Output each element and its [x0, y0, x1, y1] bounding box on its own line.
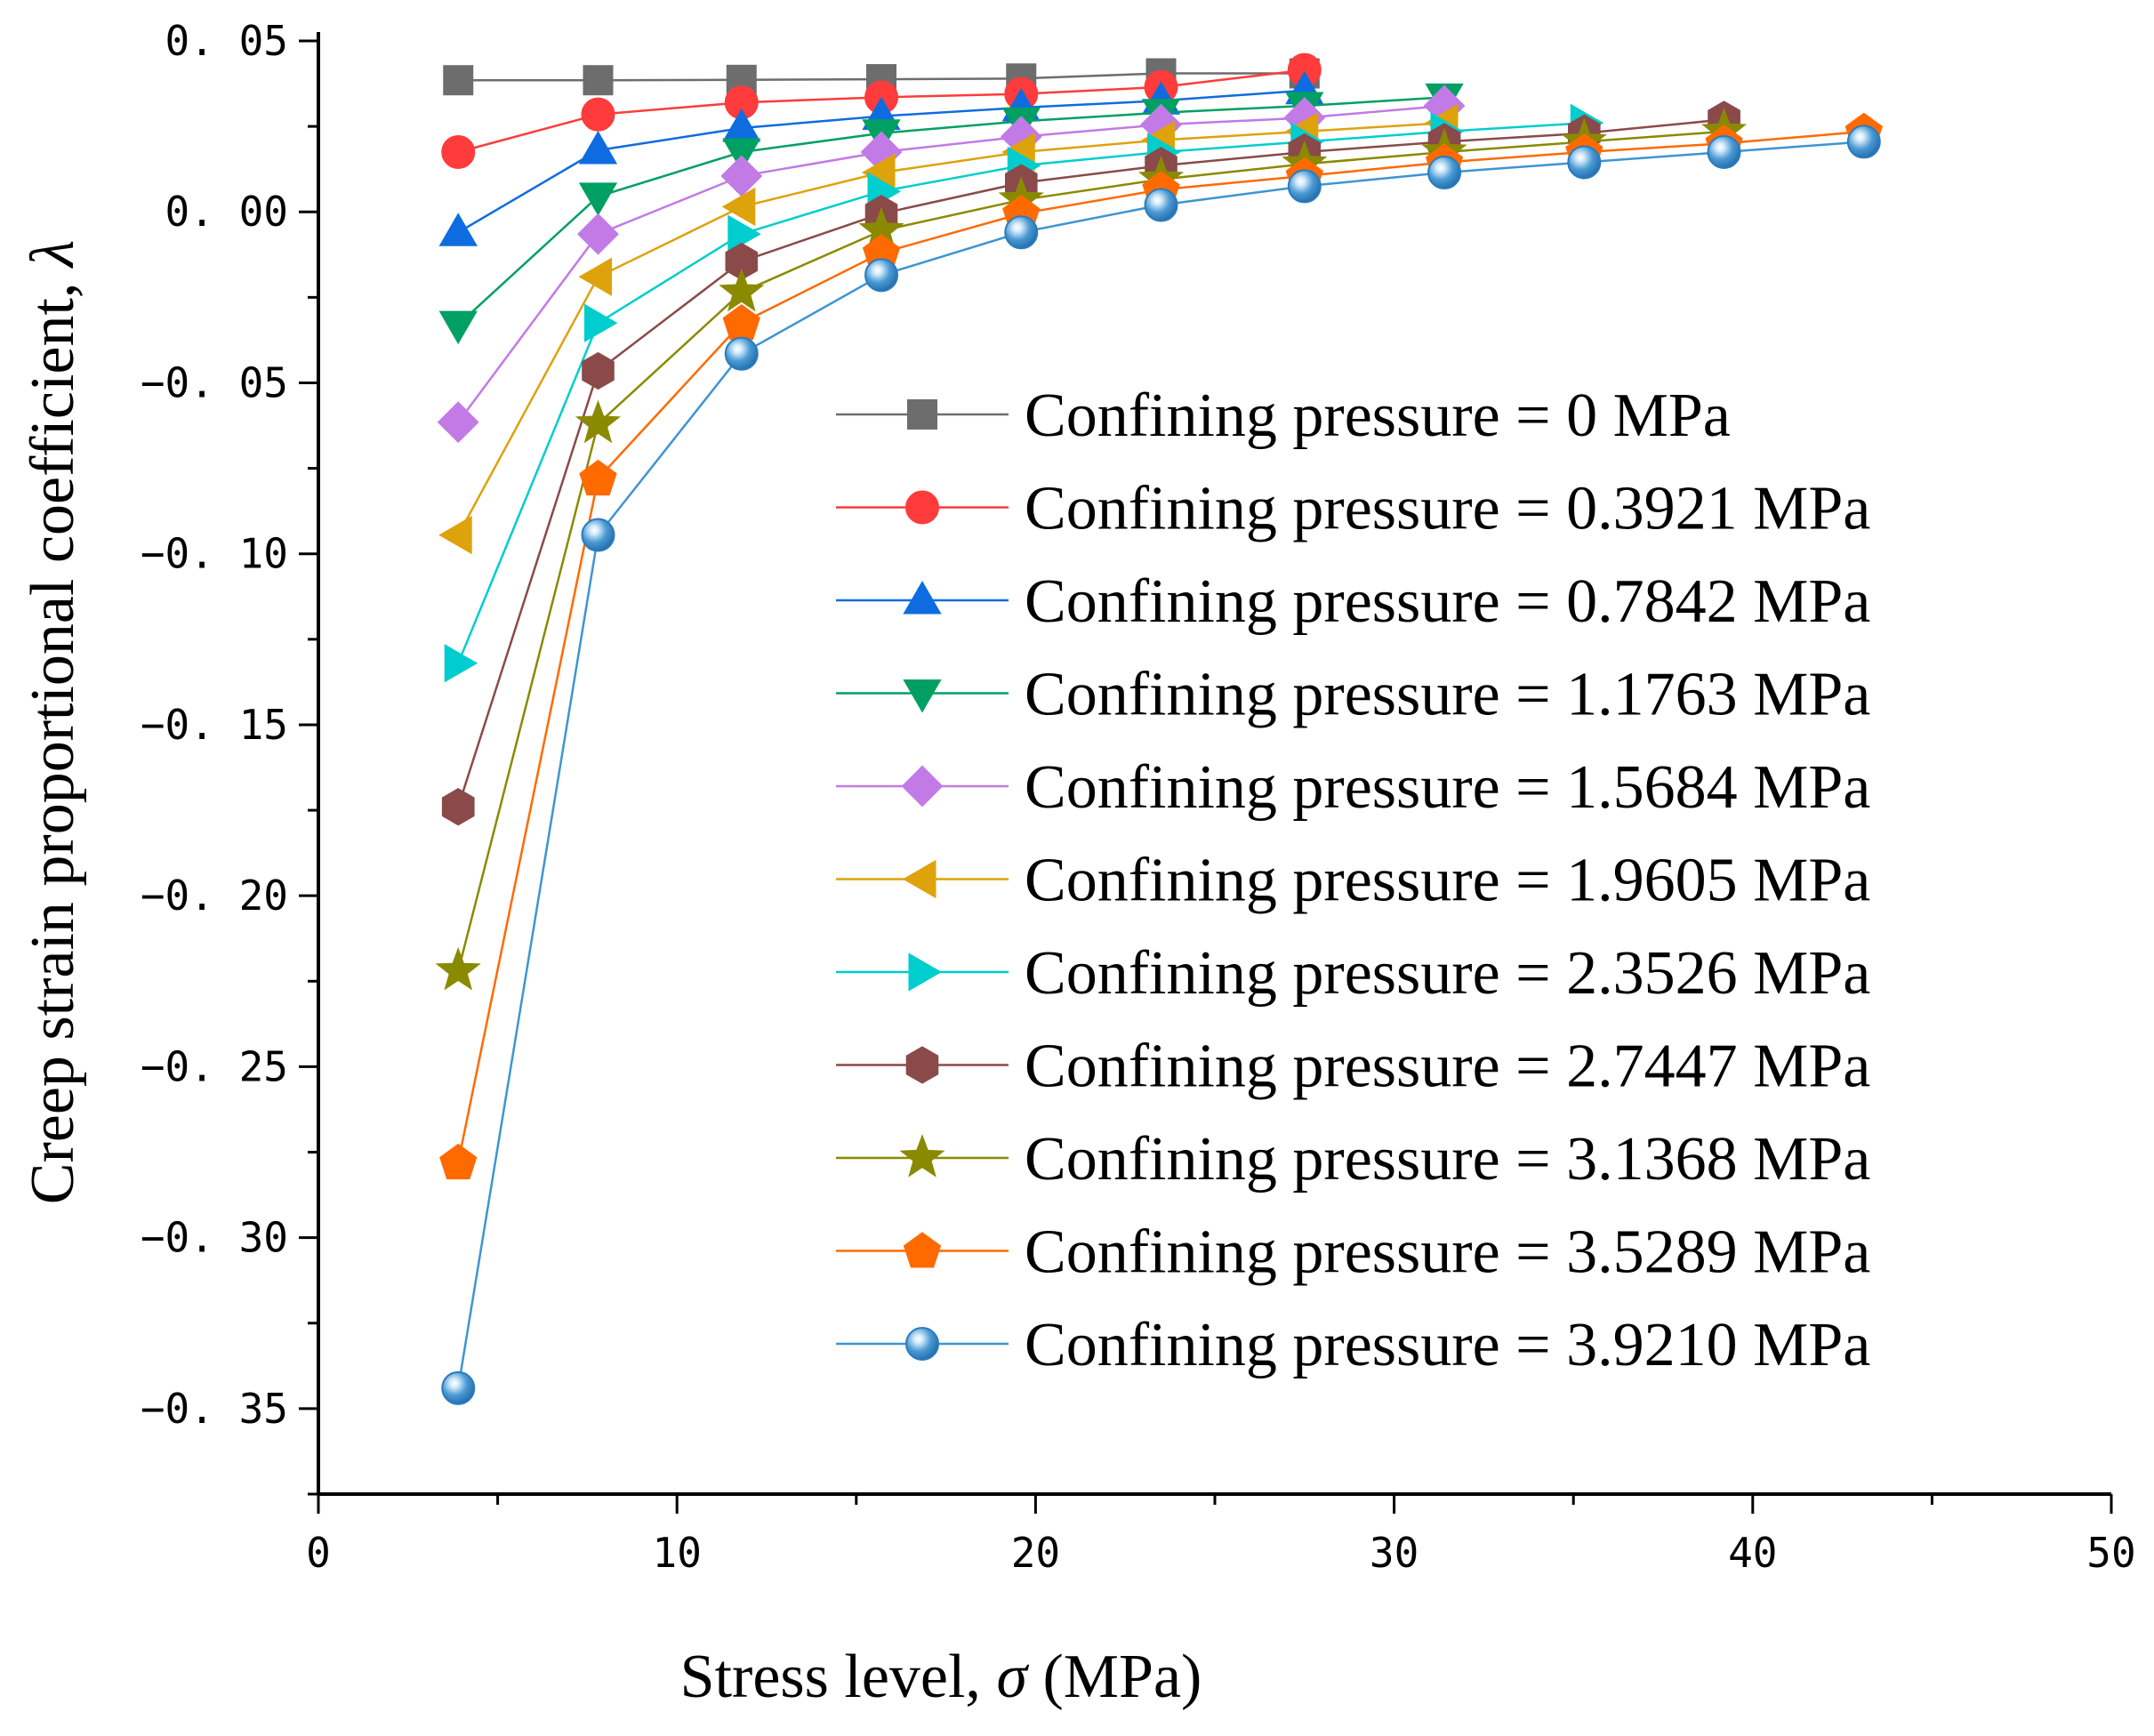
- data-point: [1427, 156, 1462, 190]
- data-point: [579, 459, 617, 496]
- legend-label: Confining pressure = 0.7842 MPa: [1025, 567, 1870, 636]
- legend-entry: Confining pressure = 3.9210 MPa: [836, 1311, 1870, 1379]
- legend-label: Confining pressure = 1.9605 MPa: [1025, 847, 1870, 915]
- data-point: [441, 1370, 476, 1405]
- legend-entry: Confining pressure = 0.3921 MPa: [836, 475, 1870, 543]
- y-tick-label: −0. 05: [141, 358, 288, 406]
- data-point: [437, 401, 479, 444]
- legend-entry: Confining pressure = 3.5289 MPa: [836, 1218, 1870, 1287]
- y-axis-title: Creep strain proportional coefficient, λ: [19, 240, 87, 1205]
- data-point: [581, 97, 615, 132]
- legend-label: Confining pressure = 0.3921 MPa: [1025, 475, 1870, 543]
- data-point: [1144, 188, 1178, 222]
- series-line: [457, 118, 1724, 808]
- series-line: [456, 130, 1864, 1163]
- series-line: [457, 122, 1445, 536]
- legend-entry: Confining pressure = 0 MPa: [836, 382, 1731, 450]
- series-10: [439, 112, 1883, 1180]
- legend-label: Confining pressure = 0 MPa: [1025, 382, 1731, 450]
- data-point: [443, 65, 474, 96]
- data-point: [439, 1143, 478, 1180]
- x-tick-label: 0: [306, 1529, 331, 1577]
- data-point: [864, 258, 899, 293]
- y-tick-label: −0. 25: [141, 1042, 288, 1090]
- legend-marker: [905, 490, 939, 525]
- legend-marker: [908, 952, 943, 992]
- data-point: [578, 257, 612, 296]
- data-point: [722, 138, 761, 173]
- data-point: [719, 268, 765, 312]
- series-line: [457, 104, 1445, 423]
- data-point: [441, 788, 475, 826]
- legend-marker: [903, 679, 942, 713]
- data-point: [584, 303, 618, 342]
- data-point: [1287, 169, 1322, 204]
- y-axis-ticks: 0. 05 0. 00 −0. 05 −0. 10 −0. 15 −0. 20 −0. 25…: [141, 17, 318, 1496]
- series-line: [456, 130, 1724, 972]
- y-tick-label: 0. 05: [165, 17, 288, 65]
- data-point: [438, 213, 478, 246]
- x-tick-label: 40: [1728, 1529, 1777, 1577]
- data-point: [575, 399, 622, 444]
- legend-label: Confining pressure = 2.7447 MPa: [1025, 1033, 1870, 1101]
- x-tick-label: 30: [1370, 1529, 1419, 1577]
- legend-marker: [899, 1134, 945, 1177]
- data-point: [444, 644, 478, 683]
- x-axis-title: Stress level, σ (MPa): [680, 1643, 1202, 1711]
- legend-marker: [903, 580, 942, 615]
- y-tick-label: 0. 00: [165, 188, 288, 236]
- legend-marker: [907, 399, 937, 430]
- y-tick-label: −0. 35: [141, 1385, 288, 1433]
- legend: Confining pressure = 0 MPa Confining pres…: [836, 382, 1870, 1379]
- series-11: [441, 125, 1881, 1405]
- y-tick-label: −0. 30: [141, 1214, 288, 1262]
- x-axis-ticks: 0 10 20 30 40 50: [306, 1494, 2136, 1577]
- data-point: [724, 336, 759, 371]
- data-point: [435, 946, 481, 991]
- legend-entry: Confining pressure = 2.7447 MPa: [836, 1033, 1870, 1101]
- series-line: [457, 96, 1445, 326]
- legend-marker: [901, 765, 944, 808]
- legend-marker: [902, 859, 936, 899]
- legend-entry: Confining pressure = 2.3526 MPa: [836, 939, 1870, 1008]
- data-point: [1707, 134, 1741, 169]
- x-tick-label: 10: [653, 1529, 702, 1577]
- legend-entry: Confining pressure = 1.9605 MPa: [836, 847, 1870, 915]
- data-point: [438, 515, 472, 555]
- data-point: [577, 213, 619, 255]
- legend-entry: Confining pressure = 1.5684 MPa: [836, 753, 1870, 822]
- legend-label: Confining pressure = 3.9210 MPa: [1025, 1311, 1870, 1379]
- legend-marker: [903, 1232, 942, 1268]
- y-tick-label: −0. 20: [141, 872, 288, 920]
- series-layer: [435, 52, 1883, 1405]
- legend-label: Confining pressure = 1.5684 MPa: [1025, 753, 1870, 822]
- data-point: [578, 182, 618, 216]
- legend-entry: Confining pressure = 3.1368 MPa: [836, 1125, 1870, 1194]
- data-point: [578, 130, 618, 165]
- legend-label: Confining pressure = 1.1763 MPa: [1025, 661, 1870, 729]
- data-point: [721, 187, 756, 227]
- data-point: [727, 214, 761, 253]
- x-tick-label: 50: [2086, 1529, 2135, 1577]
- data-point: [582, 351, 615, 390]
- data-point: [581, 518, 615, 552]
- data-point: [1567, 145, 1602, 180]
- data-point: [722, 108, 761, 142]
- data-point: [441, 134, 476, 169]
- legend-marker: [905, 1327, 939, 1361]
- x-tick-label: 20: [1011, 1529, 1060, 1577]
- y-tick-label: −0. 15: [141, 701, 288, 749]
- legend-entry: Confining pressure = 0.7842 MPa: [836, 567, 1870, 636]
- legend-label: Confining pressure = 2.3526 MPa: [1025, 939, 1870, 1008]
- data-point: [1004, 215, 1039, 250]
- y-tick-label: −0. 10: [141, 530, 288, 578]
- data-point: [583, 65, 614, 96]
- legend-label: Confining pressure = 3.5289 MPa: [1025, 1218, 1870, 1287]
- legend-label: Confining pressure = 3.1368 MPa: [1025, 1125, 1870, 1194]
- legend-marker: [905, 1046, 939, 1084]
- data-point: [438, 310, 478, 345]
- legend-entry: Confining pressure = 1.1763 MPa: [836, 661, 1870, 729]
- data-point: [1846, 125, 1881, 159]
